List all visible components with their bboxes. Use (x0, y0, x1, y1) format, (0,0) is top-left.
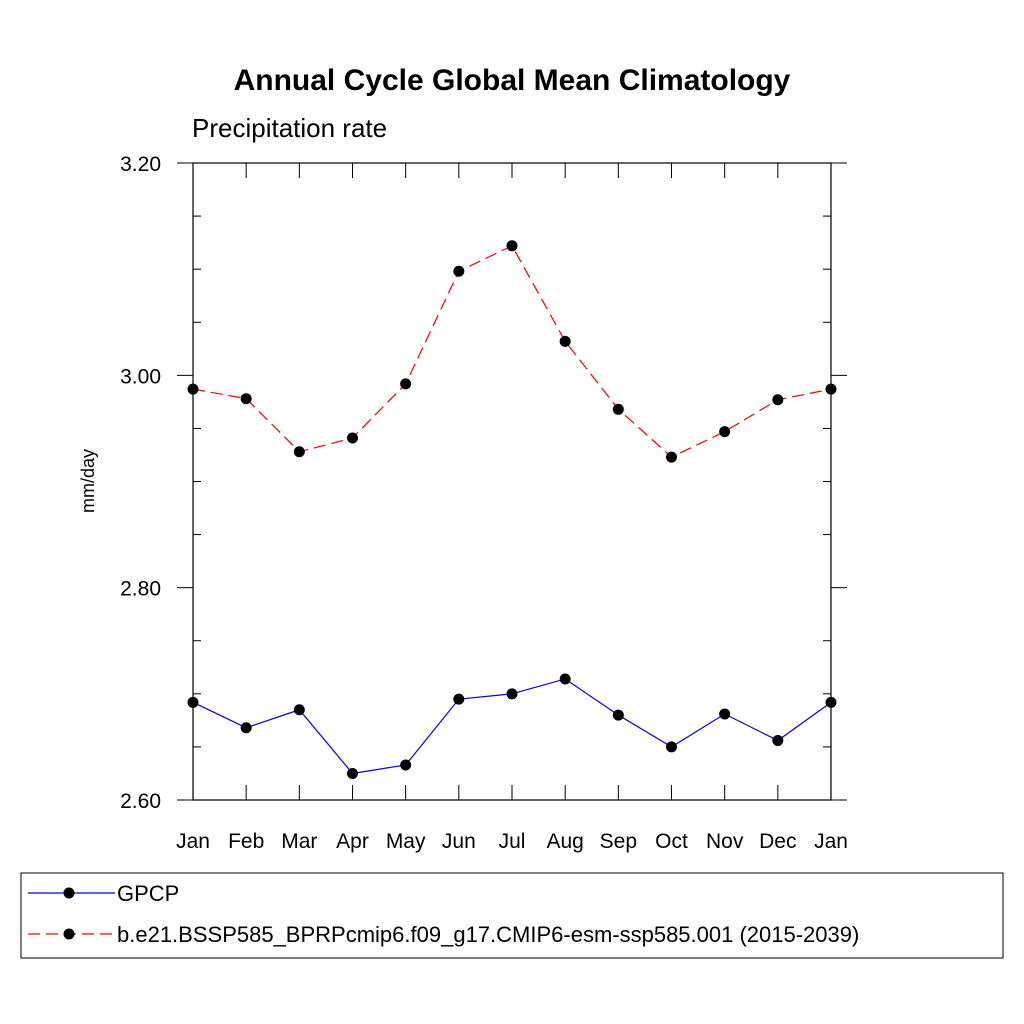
x-tick-label: Jan (814, 830, 848, 853)
x-tick-label: Dec (759, 830, 796, 853)
x-tick-label: Sep (600, 830, 637, 853)
x-tick-label: May (386, 830, 426, 853)
x-tick-label: Jan (176, 830, 210, 853)
data-point (293, 446, 305, 458)
data-point (612, 709, 624, 721)
data-point (187, 383, 199, 395)
data-point (825, 696, 837, 708)
y-tick-label: 3.20 (120, 153, 161, 176)
data-point (293, 704, 305, 716)
data-point (825, 383, 837, 395)
legend-marker (63, 887, 75, 899)
y-axis-label: mm/day (78, 449, 98, 513)
x-tick-label: Jul (499, 830, 526, 853)
x-tick-label: Oct (655, 830, 688, 853)
x-tick-label: Jun (442, 830, 476, 853)
data-point (453, 265, 465, 277)
y-tick-label: 3.00 (120, 365, 161, 388)
legend-marker (63, 928, 75, 940)
data-point (772, 735, 784, 747)
x-tick-label: Feb (228, 830, 264, 853)
data-point (187, 696, 199, 708)
data-point (506, 240, 518, 252)
legend-label: b.e21.BSSP585_BPRPcmip6.f09_g17.CMIP6-es… (117, 922, 859, 947)
legend-entry-1: GPCP (28, 881, 179, 906)
data-point (559, 673, 571, 685)
chart-title: Annual Cycle Global Mean Climatology (234, 64, 791, 97)
chart-subtitle: Precipitation rate (192, 113, 387, 143)
y-tick-label: 2.80 (120, 578, 161, 601)
data-point (559, 335, 571, 347)
series-line (192, 245, 832, 458)
x-tick-label: Aug (546, 830, 583, 853)
plot-frame (192, 162, 832, 801)
series-2 (187, 240, 837, 463)
series-layer (187, 240, 837, 779)
data-point (347, 432, 358, 444)
legend: GPCP b.e21.BSSP585_BPRPcmip6.f09_g17.CMIP… (28, 881, 859, 947)
data-point (719, 708, 731, 720)
x-tick-label: Nov (706, 830, 744, 853)
data-point (719, 426, 731, 438)
legend-entry-2: b.e21.BSSP585_BPRPcmip6.f09_g17.CMIP6-es… (28, 922, 859, 947)
data-point (772, 394, 784, 406)
data-point (240, 722, 252, 734)
data-point (666, 451, 677, 463)
x-tick-label: Apr (336, 830, 369, 853)
axes (192, 162, 832, 801)
legend-label: GPCP (117, 881, 179, 906)
data-point (400, 378, 412, 390)
data-point (612, 403, 624, 415)
series-1 (187, 673, 837, 779)
legend-box (20, 872, 1004, 959)
y-tick-label: 2.60 (120, 790, 161, 813)
data-point (347, 767, 358, 779)
axis-ticks: Jan Feb Mar Apr May Jun Jul Aug Sep Oct Nov Dec Jan 2… (120, 153, 848, 853)
data-point (400, 759, 412, 771)
data-point (666, 741, 677, 753)
data-point (240, 393, 252, 405)
data-point (506, 688, 518, 700)
x-tick-label: Mar (281, 830, 317, 853)
data-point (453, 693, 465, 705)
